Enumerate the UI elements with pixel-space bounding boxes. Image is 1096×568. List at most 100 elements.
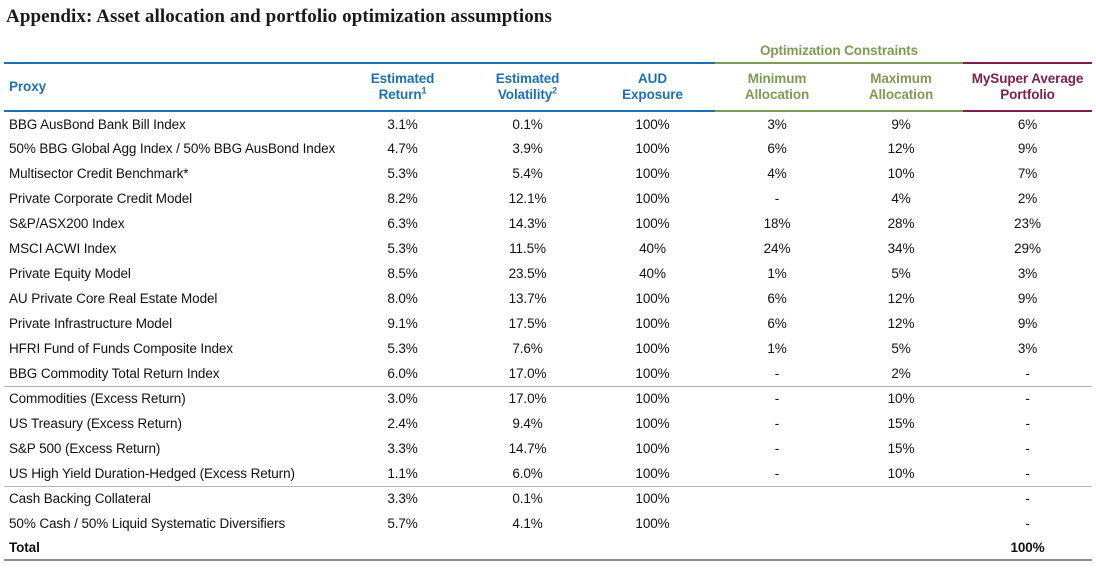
value-cell: - [1025,516,1030,531]
value-cell: 10% [887,391,915,407]
table-row: Commodities (Excess Return) 3.0% 17.0% 100%… [4,386,1092,411]
value-cell: 10% [887,166,915,181]
value-cell: 4.1% [512,516,543,531]
value-cell: 17.5% [508,316,547,331]
column-header-minimum-allocation: Minimum Allocation [715,63,839,112]
header-line1: Minimum [747,71,807,86]
table-row: MSCI ACWI Index 5.3% 11.5% 40% 24% 34% 29% [4,236,1092,261]
value-cell: 11.5% [509,241,546,256]
value-cell: 3.1% [387,116,418,132]
value-cell: 5% [891,266,911,281]
value-cell: 14.3% [508,216,547,231]
empty-cell [715,536,839,561]
value-cell [715,511,839,536]
header-line1: Maximum [870,71,932,86]
value-cell: 1% [767,341,787,356]
value-cell: 3.0% [387,391,418,407]
value-cell: 100% [635,316,670,331]
value-cell: 12% [887,291,915,306]
value-cell: 10% [839,461,964,487]
value-cell: 15% [887,416,915,431]
column-header-estimated-volatility: Estimated Volatility2 [465,63,590,112]
optimization-constraints-label: Optimization Constraints [715,40,964,64]
table-row: Private Infrastructure Model 9.1% 17.5% 100… [4,311,1092,336]
table-row: US High Yield Duration-Hedged (Excess Re… [4,461,1093,487]
proxy-cell: AU Private Core Real Estate Model [9,291,218,306]
value-cell: 100% [635,116,670,132]
table-row: AU Private Core Real Estate Model 8.0% 13.… [4,286,1092,311]
assumptions-table: Optimization Constraints Proxy Estimated… [4,40,1093,561]
value-cell: 28% [887,216,915,231]
proxy-cell: US High Yield Duration-Hedged (Excess Re… [4,461,340,487]
value-cell: 3% [767,116,787,132]
value-cell: - [715,361,839,387]
value-cell: 8.5% [387,266,418,281]
header-line2: Allocation [744,87,810,102]
proxy-cell: Multisector Credit Benchmark* [9,166,189,181]
spacer-cell-left [4,40,715,64]
value-cell: 1.1% [340,461,465,487]
total-label: Total [4,536,340,561]
total-mysuper-value: 100% [963,536,1093,561]
value-cell: 6.3% [387,216,418,231]
value-cell: 100% [635,341,670,356]
table-row: HFRI Fund of Funds Composite Index 5.3% 7.… [4,336,1092,361]
header-line1: Estimated [370,71,435,86]
proxy-cell: S&P 500 (Excess Return) [9,441,161,456]
value-cell: 0.1% [512,116,543,132]
value-cell: 100% [635,191,670,206]
value-cell: - [774,191,780,206]
value-cell: - [715,461,839,487]
value-cell: 15% [887,441,915,456]
value-cell: 6% [767,316,787,331]
value-cell: 14.7% [508,441,547,456]
table-row: S&P/ASX200 Index 6.3% 14.3% 100% 18% 28% 23% [4,211,1092,236]
value-cell: 5.3% [387,166,418,181]
value-cell: - [774,416,780,431]
value-cell: 34% [887,241,915,256]
value-cell: 40% [639,266,666,281]
value-cell: 8.2% [387,191,418,206]
value-cell: 9% [1017,316,1038,331]
header-line2: Volatility [497,87,553,102]
proxy-cell: US Treasury (Excess Return) [9,416,182,431]
value-cell: 100% [635,391,670,407]
value-cell: 4% [767,166,787,181]
value-cell: 5.4% [512,166,543,181]
table-row: Cash Backing Collateral 3.3% 0.1% 100% - [4,486,1092,511]
column-header-estimated-return: Estimated Return1 [340,63,465,112]
value-cell: 7% [1017,166,1038,181]
value-cell: 6.0% [465,461,590,487]
value-cell: 100% [635,516,670,531]
value-cell: 24% [763,241,791,256]
value-cell: - [1025,491,1030,507]
value-cell: 17.0% [465,361,590,387]
table-row: Private Equity Model 8.5% 23.5% 40% 1% 5% 3% [4,261,1092,286]
value-cell: 8.0% [387,291,418,306]
value-cell: 5.7% [387,516,418,531]
column-header-aud-exposure: AUD Exposure [590,63,715,112]
value-cell: 23% [1014,216,1041,231]
value-cell: 4.7% [387,141,418,156]
value-cell: 100% [635,441,670,456]
value-cell: 0.1% [512,491,543,507]
proxy-cell: Private Corporate Credit Model [9,191,193,206]
value-cell: - [774,391,780,407]
header-footnote-marker: 1 [421,85,427,96]
value-cell: 9% [1017,141,1038,156]
empty-cell [465,536,590,561]
proxy-cell: S&P/ASX200 Index [9,216,125,231]
empty-cell [340,536,465,561]
value-cell: 2% [1017,191,1038,206]
table-row: 50% BBG Global Agg Index / 50% BBG AusBo… [4,136,1092,161]
empty-cell [590,536,715,561]
value-cell: 40% [639,241,666,256]
value-cell: - [1025,416,1030,431]
value-cell: 9% [1017,291,1038,306]
value-cell: 12% [887,316,915,331]
value-cell: 9.4% [512,416,543,431]
value-cell: 5.3% [387,341,418,356]
value-cell: 13.7% [508,291,547,306]
value-cell: 29% [1014,241,1041,256]
value-cell: - [963,361,1093,387]
